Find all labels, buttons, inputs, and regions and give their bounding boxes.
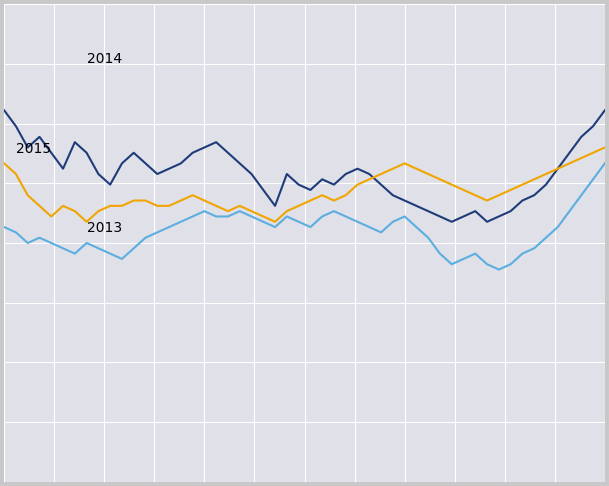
Text: 2014: 2014 (86, 52, 122, 66)
Text: 2015: 2015 (16, 142, 51, 156)
Text: 2013: 2013 (86, 222, 122, 235)
